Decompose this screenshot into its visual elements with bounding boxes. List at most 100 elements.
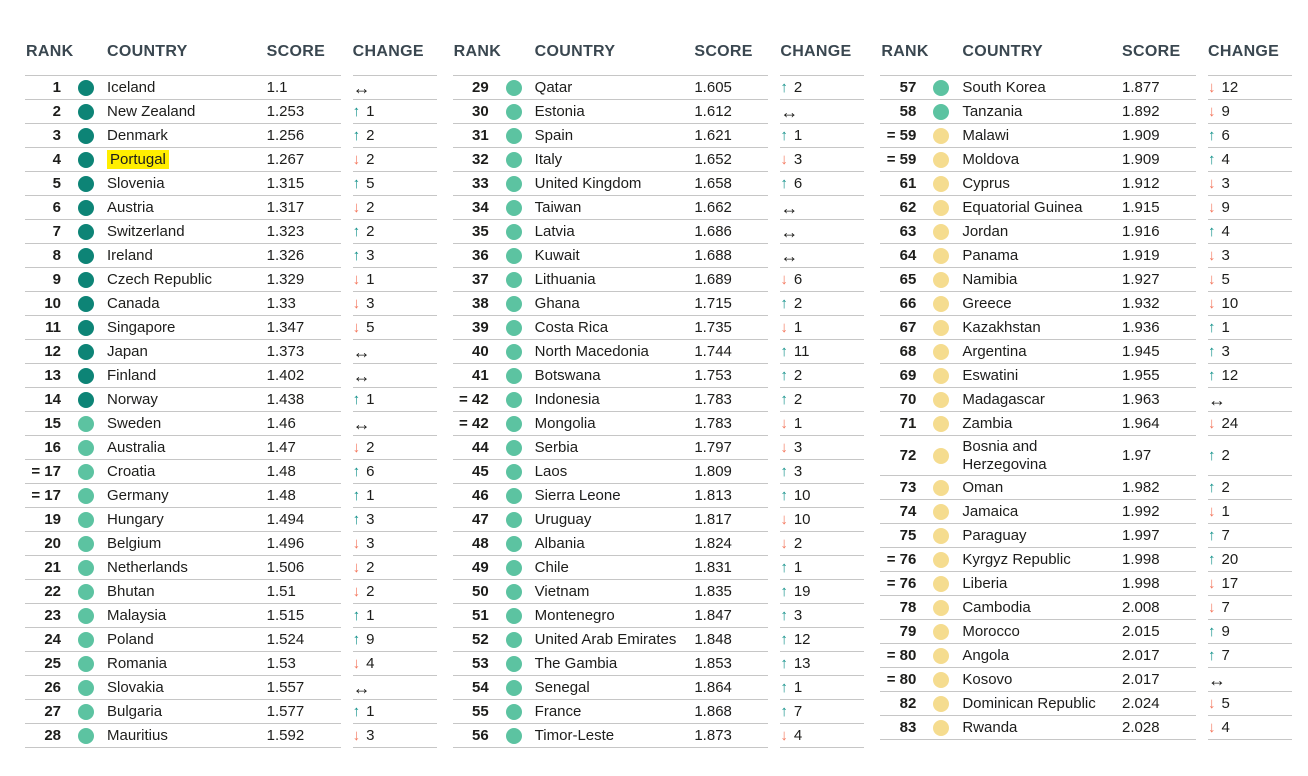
- table-row: 35 Latvia 1.686 ↔: [452, 219, 865, 243]
- score-cell: 1.315: [266, 175, 305, 192]
- dot-cell: [495, 487, 533, 504]
- change-arrow-down-icon: ↓: [352, 535, 361, 552]
- change-arrow-down-icon: ↓: [1208, 79, 1216, 96]
- table-row: 36 Kuwait 1.688 ↔: [452, 243, 865, 267]
- score-cell: 1.557: [266, 679, 305, 696]
- rank-cell: 54: [471, 679, 489, 696]
- table-row: 6 Austria 1.317 ↓ 2: [25, 195, 437, 219]
- dot-cell: [67, 535, 105, 552]
- score-cell: 1.868: [694, 703, 732, 720]
- country-name-text: United Arab Emirates: [534, 630, 677, 648]
- change-cell: ↓ 5: [1208, 267, 1293, 291]
- rank-cell: 79: [899, 623, 917, 641]
- country-name: New Zealand: [105, 101, 267, 123]
- change-value: 1: [366, 391, 375, 408]
- country-name-text: Ireland: [107, 246, 153, 264]
- country-dot-icon: [78, 727, 94, 744]
- dot-cell: [495, 343, 533, 360]
- rank-cell: 69: [899, 367, 917, 384]
- country-name: Bosnia and Herzegovina: [960, 436, 1122, 475]
- country-dot-icon: [78, 343, 94, 360]
- change-value: 4: [1221, 719, 1230, 737]
- rank-cell: 1: [52, 79, 61, 96]
- rank-cell: 27: [44, 703, 61, 720]
- table-row: 31 Spain 1.621 ↑ 1: [452, 123, 865, 147]
- row-main-section: 28 Mauritius 1.592: [25, 723, 341, 747]
- table-row: 2 New Zealand 1.253 ↑ 1: [25, 99, 437, 123]
- change-cell: ↓ 2: [780, 531, 865, 555]
- country-name: Norway: [105, 389, 267, 411]
- table-row: 28 Mauritius 1.592 ↓ 3: [25, 723, 437, 747]
- change-cell: ↑ 9: [1208, 619, 1293, 643]
- table-bottom-rule: [25, 747, 437, 748]
- country-dot-icon: [505, 391, 522, 408]
- table-row: 25 Romania 1.53 ↓ 4: [25, 651, 437, 675]
- country-name-text: Jamaica: [962, 503, 1019, 521]
- change-value: 11: [793, 343, 810, 360]
- rank-cell: 58: [899, 103, 917, 120]
- row-main-section: 48 Albania 1.824: [452, 531, 769, 555]
- country-dot-icon: [933, 247, 950, 264]
- change-arrow-up-icon: ↑: [352, 391, 361, 408]
- change-value: 2: [793, 79, 803, 96]
- change-arrow-up-icon: ↑: [780, 175, 788, 192]
- table-row: = 80 Kosovo 2.017 ↔: [880, 667, 1293, 691]
- country-name: The Gambia: [533, 653, 695, 675]
- change-cell: ↑ 7: [1208, 523, 1293, 547]
- change-cell: ↑ 3: [780, 603, 865, 627]
- country-dot-icon: [78, 487, 94, 504]
- row-main-section: 58 Tanzania 1.892: [880, 99, 1197, 123]
- row-main-section: 26 Slovakia 1.557: [25, 675, 341, 699]
- change-arrow-up-icon: ↑: [1208, 367, 1216, 384]
- country-name: Serbia: [533, 437, 695, 459]
- score-cell: 1.47: [266, 439, 296, 456]
- score-cell: 1.51: [266, 583, 296, 600]
- change-arrow-up-icon: ↑: [1208, 223, 1216, 240]
- column-header-country: COUNTRY: [962, 43, 1043, 60]
- row-main-section: 37 Lithuania 1.689: [452, 267, 769, 291]
- dot-cell: [922, 127, 960, 144]
- country-name: France: [533, 701, 695, 723]
- change-value: 2: [366, 151, 375, 168]
- country-dot-icon: [505, 127, 522, 144]
- country-dot-icon: [933, 671, 950, 688]
- country-dot-icon: [505, 703, 522, 720]
- dot-cell: [922, 391, 960, 408]
- dot-cell: [67, 343, 105, 360]
- country-name: Greece: [960, 293, 1122, 315]
- row-main-section: 14 Norway 1.438: [25, 387, 341, 411]
- country-name: Bhutan: [105, 581, 267, 603]
- country-dot-icon: [933, 343, 950, 360]
- change-value: 5: [1221, 695, 1230, 713]
- rank-cell: 12: [44, 343, 61, 360]
- table-row: 50 Vietnam 1.835 ↑ 19: [452, 579, 865, 603]
- rank-cell: 35: [471, 223, 489, 240]
- country-dot-icon: [933, 551, 950, 568]
- change-arrow-up-icon: ↑: [1208, 319, 1216, 336]
- country-name-text: Malaysia: [107, 606, 167, 624]
- change-value: 1: [793, 559, 803, 576]
- table-row: 70 Madagascar 1.963 ↔: [880, 387, 1293, 411]
- dot-cell: [495, 295, 533, 312]
- country-name-text: Kuwait: [534, 246, 580, 264]
- rank-cell: 15: [44, 415, 61, 432]
- dot-cell: [922, 295, 960, 312]
- change-arrow-down-icon: ↓: [352, 655, 361, 672]
- change-cell: ↓ 2: [352, 579, 437, 603]
- country-dot-icon: [505, 727, 522, 744]
- change-cell: ↓ 24: [1208, 411, 1293, 435]
- dot-cell: [495, 271, 533, 288]
- country-dot-icon: [505, 295, 522, 312]
- rank-cell: 25: [44, 655, 61, 672]
- country-name: Ireland: [105, 245, 267, 267]
- country-name-text: Laos: [534, 462, 568, 480]
- row-main-section: 74 Jamaica 1.992: [880, 499, 1197, 523]
- country-name: Timor-Leste: [533, 725, 695, 747]
- rank-cell: = 17: [31, 463, 61, 480]
- change-value: 9: [1221, 103, 1230, 120]
- country-name-text: Bhutan: [107, 582, 155, 600]
- country-dot-icon: [78, 679, 94, 696]
- dot-cell: [495, 655, 533, 672]
- country-name-text: Kyrgyz Republic: [962, 551, 1071, 569]
- rank-cell: 71: [899, 415, 917, 432]
